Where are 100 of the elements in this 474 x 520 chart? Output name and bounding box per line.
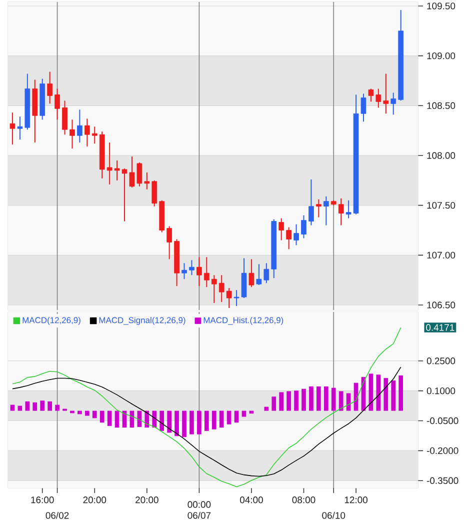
bar: [197, 410, 202, 434]
candlestick: [204, 256, 210, 288]
candlestick: [70, 119, 75, 150]
candlestick: [308, 178, 314, 226]
candlestick: [17, 116, 23, 140]
candlestick: [323, 196, 329, 226]
bar: [167, 410, 172, 433]
bar: [316, 386, 321, 411]
y-tick-label: 107.50: [427, 202, 456, 209]
candlestick: [182, 262, 187, 280]
candlestick: [286, 226, 292, 250]
candlestick: [278, 218, 284, 241]
bar: [391, 380, 396, 411]
bar: [279, 392, 284, 411]
bar: [272, 396, 276, 411]
x-tick-label: 06/02: [46, 512, 69, 519]
y-tick-label: 108.50: [427, 102, 456, 110]
y-tick-label: 108.00: [427, 152, 456, 159]
bar: [384, 378, 388, 411]
candlestick: [248, 258, 254, 288]
y-tick-label: 109.50: [427, 2, 456, 10]
candlestick: [152, 180, 158, 207]
bar: [264, 406, 269, 411]
candlestick: [10, 112, 16, 146]
bar: [338, 391, 344, 411]
y-tick-label: 0.1000: [426, 387, 456, 394]
legend-label: MACD(12,26,9): [22, 316, 80, 325]
candlestick: [189, 260, 194, 276]
candlestick: [301, 214, 306, 239]
x-tick-label: 20:00: [83, 496, 106, 504]
bar: [376, 374, 381, 411]
bar: [182, 410, 186, 438]
candlestick: [166, 226, 172, 260]
legend-label: MACD_Signal(12,26,9): [99, 316, 186, 325]
bar: [234, 410, 239, 423]
y-tick-label: 106.50: [427, 302, 456, 308]
bar: [32, 402, 38, 411]
candlestick: [264, 262, 270, 284]
bar: [114, 410, 120, 428]
bar: [346, 393, 351, 411]
x-tick-label: 20:00: [136, 496, 158, 504]
candlestick: [211, 274, 217, 304]
bar: [294, 390, 298, 411]
y-tick-label: 0.2500: [426, 358, 456, 364]
bar: [204, 410, 209, 431]
candlestick: [316, 198, 322, 218]
bar: [219, 410, 224, 428]
bar: [92, 410, 97, 418]
candlestick: [84, 118, 90, 148]
bar: [174, 410, 179, 436]
candlestick: [218, 274, 224, 303]
candlestick: [390, 92, 396, 116]
bar: [25, 401, 30, 411]
bar: [190, 410, 194, 434]
text: 0.4171: [426, 324, 454, 331]
candlestick: [92, 126, 98, 144]
candlestick: [144, 172, 150, 190]
candlestick: [54, 88, 60, 120]
candlestick: [294, 224, 299, 246]
bar: [398, 375, 403, 411]
y-tick-label: 109.00: [427, 52, 456, 60]
candlestick: [256, 264, 262, 286]
x-tick-label: 04:00: [240, 496, 263, 504]
x-tick-label: 12:00: [344, 496, 368, 504]
bar: [212, 410, 216, 430]
candlestick: [368, 88, 374, 102]
y-tick-label: -0.0500: [426, 417, 458, 424]
candlestick: [226, 288, 232, 309]
y-tick-label: -0.2000: [426, 447, 458, 454]
bar: [160, 410, 164, 431]
y-tick-label: 107.00: [427, 252, 456, 259]
candlestick: [338, 198, 344, 226]
bar: [78, 410, 82, 414]
bar: [40, 400, 45, 411]
bar: [302, 388, 306, 411]
bar: [324, 386, 328, 411]
x-tick-label: 06/10: [322, 512, 346, 519]
bar: [55, 404, 60, 411]
bar: [309, 386, 314, 411]
bar: [48, 401, 52, 411]
candlestick: [62, 100, 68, 136]
bar: [226, 410, 232, 424]
candlestick: [376, 88, 382, 108]
candlestick: [77, 109, 82, 144]
legend-label: MACD_Hist.(12,26,9): [204, 316, 284, 325]
x-tick-label: 00:00 06/07: [188, 501, 211, 519]
bar: [100, 410, 104, 423]
bar: [331, 388, 336, 411]
bar: [18, 406, 22, 411]
candlestick: [196, 256, 202, 287]
bar: [242, 410, 246, 417]
bar: [368, 374, 374, 411]
bar: [84, 410, 90, 416]
candlestick: [47, 71, 52, 104]
bar: [286, 391, 291, 411]
bar: [10, 404, 15, 411]
x-tick-label: 16:00: [31, 496, 54, 504]
candlestick: [383, 73, 389, 114]
x-tick-label: 08:00: [292, 496, 316, 504]
bar: [152, 410, 157, 428]
